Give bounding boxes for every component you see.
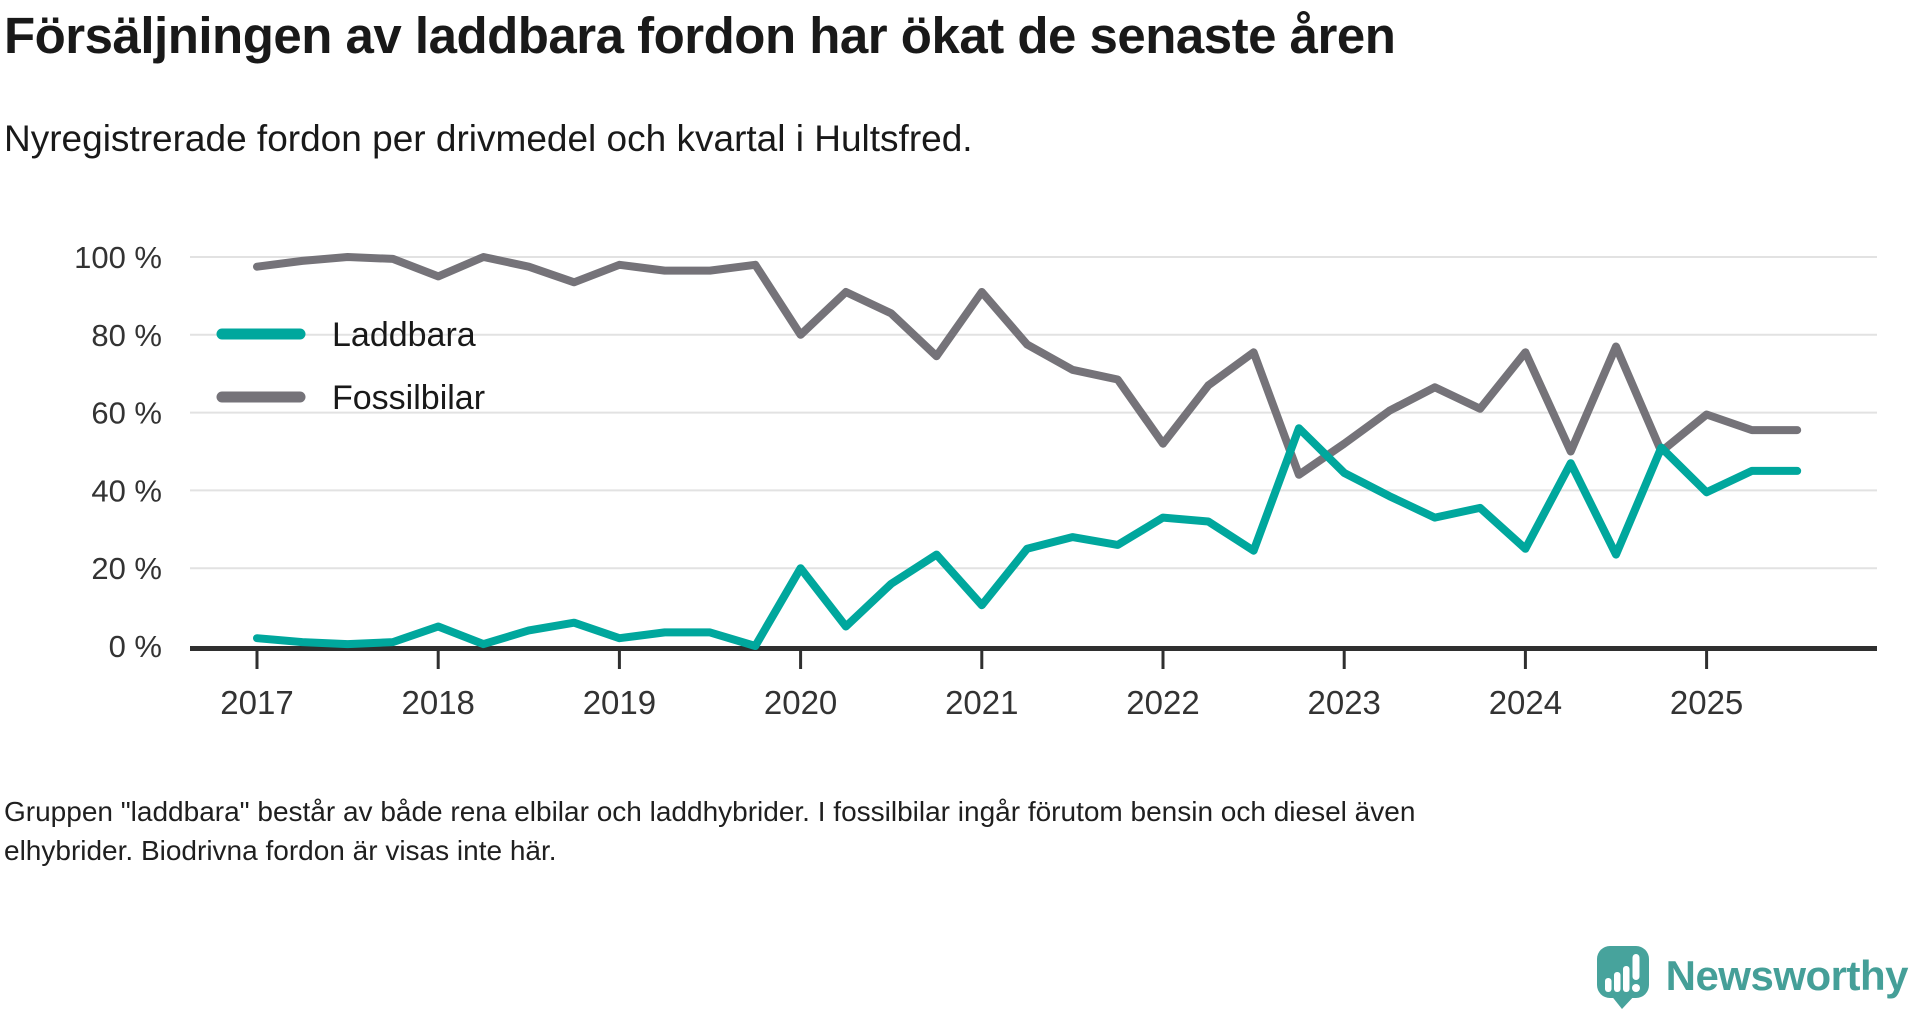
y-tick-label-100: 100 % [74, 240, 162, 275]
x-tick-label-2019: 2019 [583, 684, 656, 721]
gridlines [190, 256, 1877, 570]
x-tick-label-2017: 2017 [220, 684, 293, 721]
y-tick-label-0: 0 % [109, 629, 162, 664]
x-tick-label-2024: 2024 [1489, 684, 1562, 721]
legend-label-laddbara: Laddbara [332, 316, 476, 354]
footnote-line-2: elhybrider. Biodrivna fordon är visas in… [4, 835, 557, 866]
x-tick-label-2022: 2022 [1126, 684, 1199, 721]
series-line-laddbara [253, 424, 1802, 650]
x-tick-label-2025: 2025 [1670, 684, 1743, 721]
logo-wordmark: Newsworthy [1665, 952, 1909, 999]
x-tick-label-2021: 2021 [945, 684, 1018, 721]
line-chart: 100 % 80 % 60 % 40 % 20 % 0 % 2017 2018 2019 202… [74, 240, 1877, 721]
x-tick-label-2023: 2023 [1307, 684, 1380, 721]
y-tick-label-40: 40 % [91, 473, 162, 508]
legend-label-fossilbilar: Fossilbilar [332, 379, 485, 417]
chart-lines [253, 253, 1802, 650]
chart-subtitle: Nyregistrerade fordon per drivmedel och … [4, 118, 973, 159]
newsworthy-logo: Newsworthy [1596, 942, 1909, 1010]
x-axis: 2017 2018 2019 2020 2021 2022 2023 2024 2025 [190, 646, 1877, 721]
y-tick-label-60: 60 % [91, 396, 162, 431]
series-line-fossilbilar [253, 253, 1802, 479]
speech-bubble-bar-chart-icon [1596, 946, 1649, 1009]
x-tick-label-2018: 2018 [401, 684, 474, 721]
footnote-line-1: Gruppen "laddbara" består av både rena e… [4, 796, 1416, 827]
x-tick-label-2020: 2020 [764, 684, 837, 721]
page-title: Försäljningen av laddbara fordon har öka… [4, 7, 1396, 64]
legend: Laddbara Fossilbilar [216, 316, 485, 417]
y-tick-label-20: 20 % [91, 551, 162, 586]
y-axis-labels: 100 % 80 % 60 % 40 % 20 % 0 % [74, 240, 162, 664]
footnote: Gruppen "laddbara" består av både rena e… [4, 792, 1884, 870]
y-tick-label-80: 80 % [91, 318, 162, 353]
